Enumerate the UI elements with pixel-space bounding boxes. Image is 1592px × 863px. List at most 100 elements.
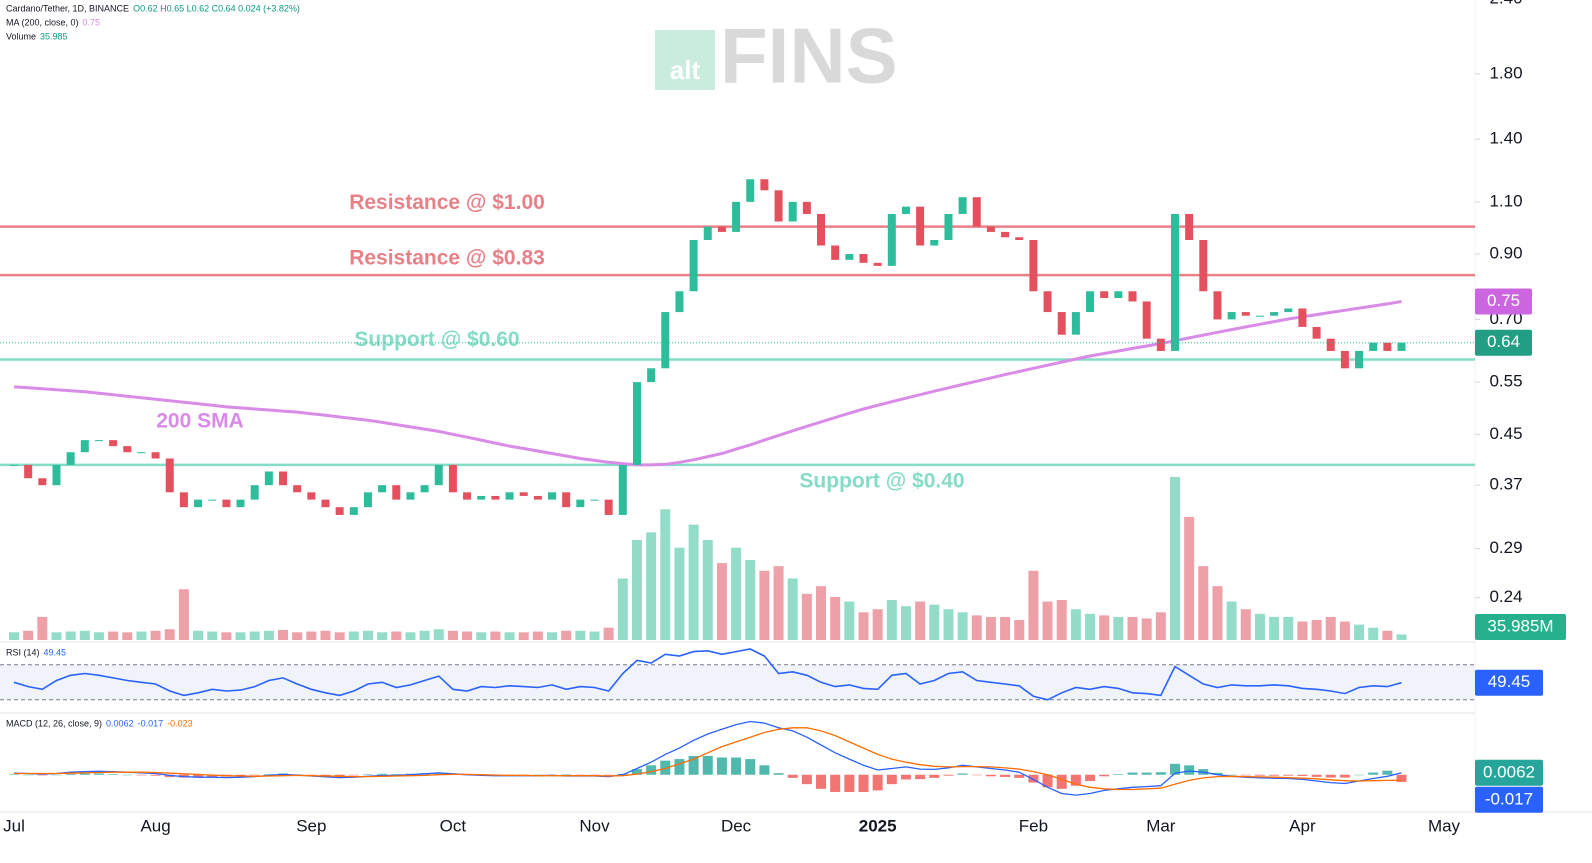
candle [703,226,712,240]
volume-bar [1000,616,1011,640]
macd-histogram-bar [1169,763,1180,775]
candle [194,499,203,508]
volume-bar [773,566,784,640]
x-tick-label: Nov [579,816,610,835]
volume-bar [65,631,76,640]
candle [986,226,995,232]
macd-histogram-bar [943,774,954,776]
candle [80,440,89,453]
volume-bar [391,631,402,640]
macd-histogram-bar [561,774,572,775]
volume-bar [603,627,614,640]
candle [236,499,245,508]
candle [1355,350,1364,369]
macd-histogram-bar [122,774,133,776]
macd-histogram-bar [1070,774,1081,786]
candle [420,485,429,493]
volume-bar [1155,612,1166,640]
candle [1128,291,1137,302]
level-label: Support @ $0.40 [799,469,964,492]
candle [746,179,755,202]
volume-bar [447,630,458,640]
candle [1142,301,1151,339]
volume-bar [362,630,373,640]
macd-histogram-bar [801,774,812,785]
macd-histogram-bar [1325,774,1336,778]
volume-bar [915,601,926,640]
macd-histogram-bar [646,765,657,775]
macd-histogram-bar [1283,774,1294,776]
candle [647,368,656,383]
macd-histogram-bar [886,774,897,785]
macd-histogram-bar [249,774,260,776]
volume-bar [1297,621,1308,640]
volume-bar [235,632,246,640]
candle [10,464,18,466]
legend-value: 0.0062 [106,718,134,728]
macd-value-label: 0.0062 [1483,762,1535,781]
candle [802,201,811,214]
volume-bar [207,631,218,640]
macd-line [13,720,1402,796]
candle [1383,342,1392,351]
volume-bar [1311,620,1322,640]
volume-bar [575,630,586,640]
volume-bar [759,570,770,640]
candle [760,179,769,191]
volume-bar [985,616,996,640]
macd-histogram-bar [716,757,727,775]
candle [576,499,585,508]
candle [505,492,514,500]
candle [1255,315,1264,317]
volume-bar [731,547,742,640]
x-tick-label: Sep [296,816,326,835]
candle [94,440,103,442]
volume-bar [1269,616,1280,640]
candle [1057,312,1066,335]
candle [689,239,698,292]
candle [1071,312,1080,335]
macd-histogram-bar [532,774,543,776]
candle [732,201,741,232]
macd-histogram-bar [745,759,756,775]
volume-bar [462,631,473,640]
legend-text: MA (200, close, 0) [6,17,79,27]
macd-histogram-bar [1155,772,1166,775]
candle [151,452,160,459]
candle [363,492,372,508]
rsi-value-box [1475,669,1543,696]
volume-bar [1085,613,1096,640]
volume-bar [419,630,430,640]
volume-bar [1368,627,1379,640]
volume-bar [844,601,855,640]
volume-bar [1028,570,1039,640]
rsi-value-label: 49.45 [1488,672,1531,691]
macd-histogram-bar [9,774,19,775]
candle [831,245,840,260]
candle [1213,291,1222,320]
volume-bar [1212,586,1223,640]
volume-bar [306,631,317,640]
volume-bar [292,632,303,640]
candle [208,499,217,501]
macd-value-box [1475,759,1543,786]
macd-histogram-bar [433,772,444,775]
macd-histogram-bar [1269,774,1280,776]
macd-histogram-bar [1113,774,1124,775]
macd-histogram-bar [362,774,373,775]
volume-bar [1014,620,1025,640]
x-tick-label: Feb [1019,816,1048,835]
volume-bar [164,629,175,640]
candle [109,440,118,447]
macd-histogram-bar [971,774,982,776]
price-value-box [1475,329,1532,356]
candle [1001,231,1010,238]
macd-histogram-bar [320,774,331,776]
candle [392,485,401,500]
ma-annotation: 200 SMA [156,410,244,433]
volume-bar [631,540,642,640]
volume-bar [405,632,416,640]
candle [335,507,344,515]
y-tick-label: 0.55 [1489,372,1522,391]
x-tick-label: Dec [721,816,752,835]
